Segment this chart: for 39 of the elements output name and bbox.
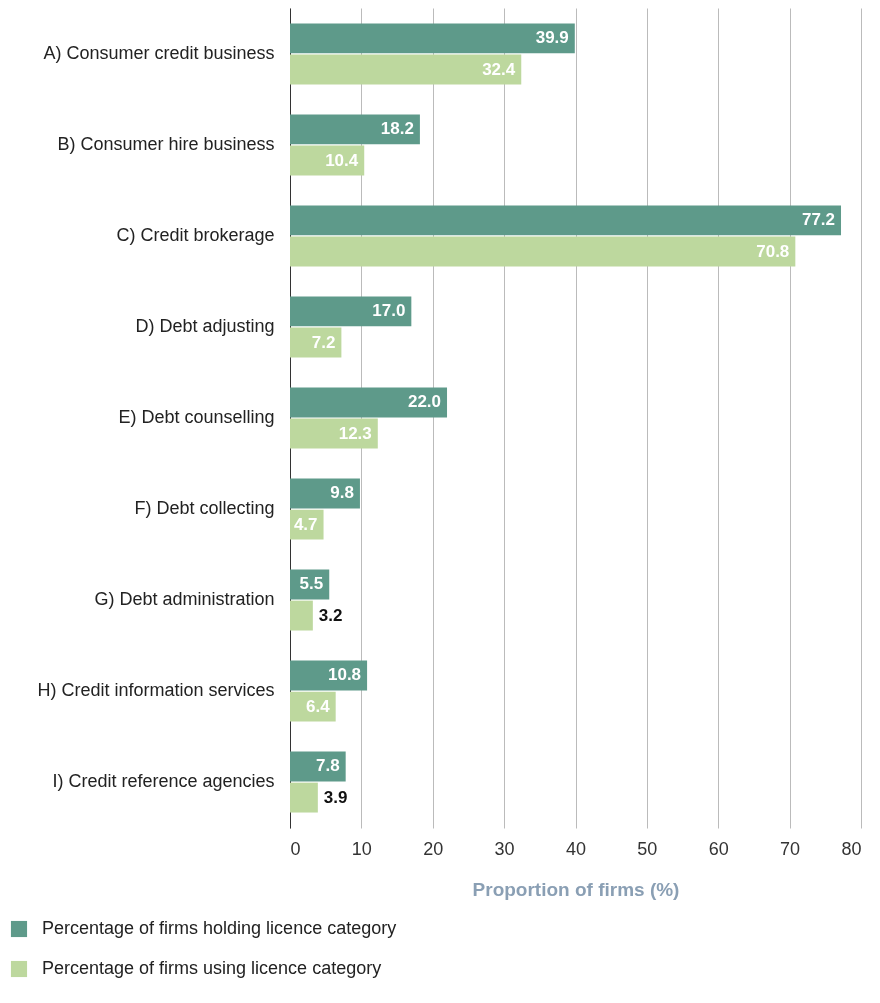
data-label: 39.9 bbox=[535, 28, 569, 48]
data-label: 6.4 bbox=[306, 696, 331, 716]
x-tick-label: 20 bbox=[423, 838, 444, 859]
data-label: 9.8 bbox=[330, 483, 354, 503]
data-label: 17.0 bbox=[372, 301, 406, 321]
y-tick-label: C) Credit brokerage bbox=[116, 224, 275, 245]
x-axis-title: Proportion of firms (%) bbox=[472, 878, 680, 900]
y-tick-label: D) Debt adjusting bbox=[135, 315, 275, 336]
data-label: 7.2 bbox=[311, 332, 336, 352]
data-label: 5.5 bbox=[299, 574, 324, 594]
x-tick-label: 30 bbox=[494, 838, 515, 859]
x-tick-label: 60 bbox=[708, 838, 729, 859]
y-tick-label: F) Debt collecting bbox=[134, 498, 275, 519]
data-label: 77.2 bbox=[801, 210, 836, 230]
data-label: 18.2 bbox=[380, 119, 414, 139]
y-tick-label: I) Credit reference agencies bbox=[52, 771, 275, 792]
x-tick-label: 80 bbox=[841, 838, 862, 859]
y-tick-label: A) Consumer credit business bbox=[43, 42, 275, 63]
x-tick-label: 70 bbox=[780, 838, 801, 859]
data-label: 32.4 bbox=[482, 59, 516, 79]
data-label: 22.0 bbox=[407, 392, 442, 412]
data-label: 10.4 bbox=[325, 150, 359, 170]
x-tick-label: 40 bbox=[565, 838, 587, 859]
x-tick-label: 10 bbox=[351, 838, 372, 859]
x-tick-label: 0 bbox=[290, 838, 301, 859]
legend-label: Percentage of firms using licence category bbox=[42, 958, 382, 978]
data-label: 12.3 bbox=[338, 423, 372, 443]
y-tick-label: E) Debt counselling bbox=[118, 407, 275, 427]
data-label: 7.8 bbox=[316, 756, 340, 776]
data-label: 4.7 bbox=[293, 514, 318, 534]
x-tick-label: 50 bbox=[637, 838, 658, 859]
y-tick-label: H) Credit information services bbox=[37, 680, 275, 701]
y-tick-label: B) Consumer hire business bbox=[57, 133, 275, 154]
data-label: 3.2 bbox=[318, 605, 343, 625]
legend-label: Percentage of firms holding licence category bbox=[42, 918, 397, 938]
y-tick-label: G) Debt administration bbox=[94, 589, 275, 610]
data-label: 70.8 bbox=[756, 241, 790, 261]
data-label: 10.8 bbox=[327, 665, 362, 685]
data-label: 3.9 bbox=[323, 787, 348, 807]
